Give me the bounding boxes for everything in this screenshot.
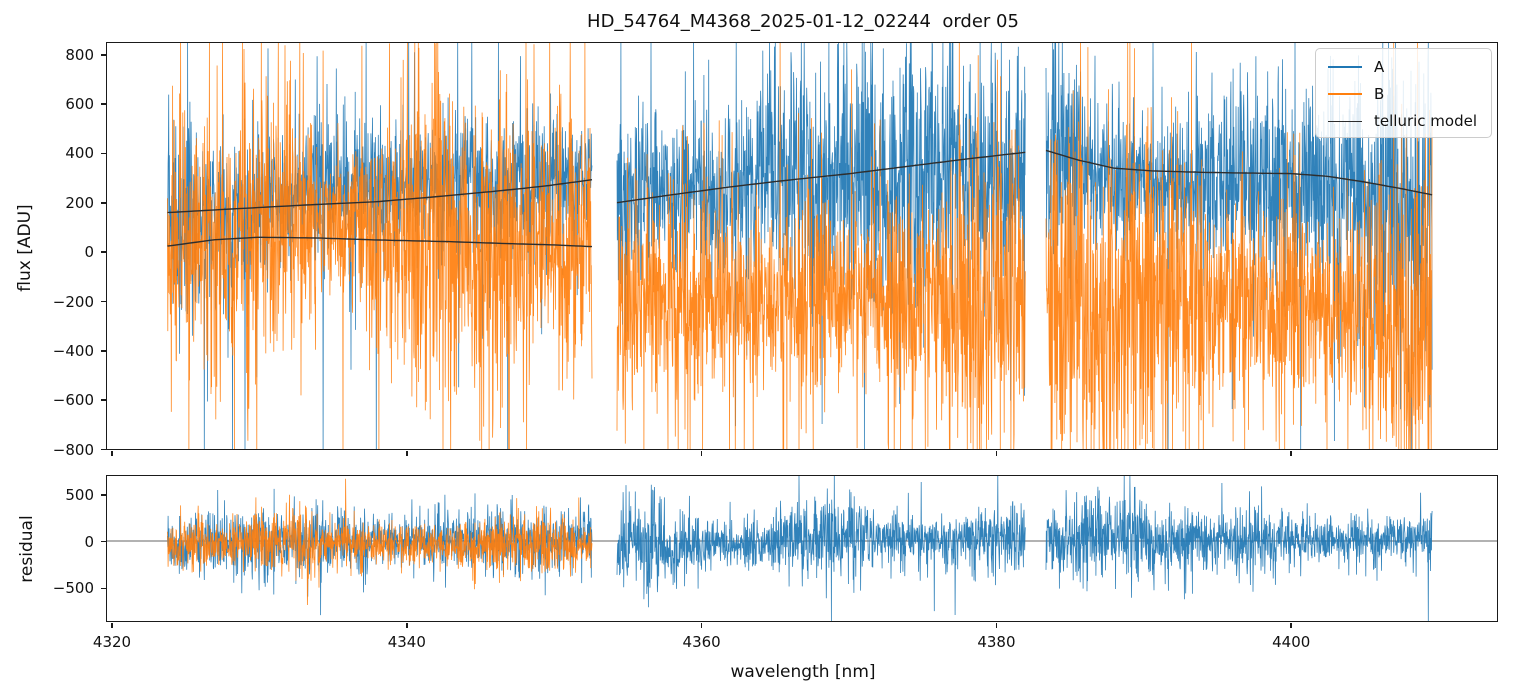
residual_panel-y-tick-label: 0	[84, 532, 94, 551]
flux_panel-y-tick-label: −600	[52, 391, 94, 410]
residual_panel-y-tick-label: 500	[65, 485, 94, 504]
x-axis-label: wavelength [nm]	[730, 662, 876, 682]
series-b-residual-segment-1	[167, 478, 593, 606]
telluric-model-curve-3	[616, 151, 1026, 204]
legend-label-b: B	[1374, 85, 1385, 103]
legend-line-telluric-icon	[1328, 120, 1362, 122]
telluric-model-curve-4	[1045, 149, 1433, 196]
x-tick-mark	[1290, 451, 1293, 457]
y-tick-mark	[101, 201, 106, 204]
residual_panel-y-tick-label: −500	[52, 579, 94, 598]
y-tick-mark	[101, 399, 106, 402]
telluric-model-curve-2	[167, 236, 593, 248]
y-tick-mark	[101, 540, 106, 543]
flux_panel-y-tick-label: −800	[52, 440, 94, 459]
flux_panel-y-tick-label: 600	[65, 95, 94, 114]
y-tick-mark	[101, 300, 106, 303]
series-a-residual-segment-3	[1045, 476, 1433, 621]
legend: A B telluric model	[1315, 48, 1492, 138]
x-tick-label: 4360	[682, 633, 721, 651]
x-tick-label: 4340	[387, 633, 426, 651]
series-b-segment-2	[616, 43, 1026, 449]
x-tick-mark	[995, 623, 998, 629]
x-tick-mark	[1290, 623, 1293, 629]
series-b-segment-1	[167, 43, 593, 449]
y-tick-mark	[101, 53, 106, 56]
residual_panel-plot-area	[107, 476, 1497, 621]
flux_panel-y-tick-label: −200	[52, 292, 94, 311]
legend-entry-b: B	[1328, 84, 1481, 104]
y-tick-mark	[101, 152, 106, 155]
legend-entry-telluric: telluric model	[1328, 111, 1481, 131]
y-tick-mark	[101, 494, 106, 496]
x-tick-mark	[700, 623, 703, 629]
x-tick-label: 4400	[1272, 633, 1311, 651]
legend-label-a: A	[1374, 58, 1385, 76]
y-tick-mark	[101, 251, 106, 253]
series-b-segment-3	[1045, 43, 1433, 449]
x-tick-mark	[995, 451, 998, 457]
x-tick-mark	[700, 451, 703, 457]
y-tick-mark	[101, 448, 106, 451]
x-tick-label: 4320	[92, 633, 132, 651]
legend-line-b-icon	[1328, 93, 1362, 95]
x-tick-mark	[111, 623, 113, 629]
x-tick-mark	[406, 451, 408, 457]
x-tick-mark	[111, 451, 113, 457]
chart-title: HD_54764_M4368_2025-01-12_02244 order 05	[587, 11, 1019, 32]
flux-panel	[106, 42, 1498, 450]
flux_panel-y-tick-label: 400	[65, 144, 94, 163]
flux_panel-y-tick-label: −400	[52, 341, 94, 360]
y-tick-mark	[101, 103, 106, 105]
legend-entry-a: A	[1328, 57, 1481, 77]
legend-label-telluric: telluric model	[1374, 112, 1478, 130]
flux_panel-y-tick-label: 200	[65, 193, 94, 212]
x-tick-label: 4380	[977, 633, 1016, 651]
flux_panel-y-tick-label: 0	[84, 243, 94, 262]
y-tick-mark	[101, 350, 106, 352]
x-tick-mark	[406, 623, 408, 629]
legend-line-a-icon	[1328, 66, 1362, 68]
flux_panel-y-tick-label: 800	[65, 45, 94, 64]
residual-panel	[106, 475, 1498, 622]
y-tick-mark	[101, 587, 106, 590]
telluric-model-curve-1	[167, 179, 593, 214]
series-a-residual-segment-2	[616, 476, 1026, 621]
flux_panel-plot-area	[167, 43, 1433, 449]
